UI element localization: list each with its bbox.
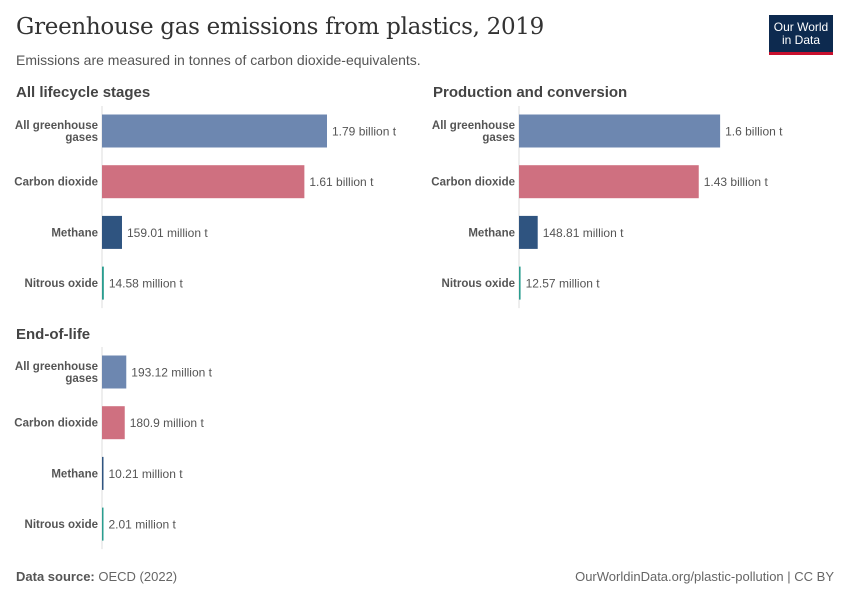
category-label: All greenhouse — [15, 120, 98, 132]
value-label: 2.01 million t — [109, 518, 177, 532]
bar-carbon-dioxide — [102, 406, 125, 440]
category-label: Methane — [51, 468, 98, 480]
value-label: 12.57 million t — [526, 277, 601, 291]
value-label: 148.81 million t — [543, 226, 624, 240]
bar-carbon-dioxide — [519, 165, 699, 199]
value-label: 1.6 billion t — [725, 125, 783, 139]
value-label: 10.21 million t — [109, 467, 184, 481]
value-label: 193.12 million t — [131, 366, 212, 380]
chart-title: Greenhouse gas emissions from plastics, … — [16, 14, 544, 40]
category-label: Carbon dioxide — [431, 177, 515, 189]
panel-title-all: All lifecycle stages — [16, 84, 151, 101]
value-label: 14.58 million t — [109, 277, 184, 291]
panel-title-end-of-life: End-of-life — [16, 326, 91, 343]
bar-methane — [102, 456, 104, 490]
data-source: Data source: OECD (2022) — [16, 569, 177, 584]
logo-line2: in Data — [781, 32, 821, 47]
bar-nitrous-oxide — [519, 266, 521, 300]
logo-line1: Our World — [773, 19, 829, 34]
category-label: gases — [482, 132, 515, 144]
bar-carbon-dioxide — [102, 165, 305, 199]
source-label: Data source: — [16, 569, 95, 584]
bar-all-greenhouse-gases — [102, 355, 127, 389]
bar-all-greenhouse-gases — [102, 114, 327, 148]
panel-title-production: Production and conversion — [433, 84, 628, 101]
category-label: All greenhouse — [432, 120, 515, 132]
value-label: 180.9 million t — [130, 416, 205, 430]
source-value: OECD (2022) — [98, 569, 178, 584]
category-label: Nitrous oxide — [25, 519, 98, 531]
category-label: Nitrous oxide — [25, 278, 98, 290]
value-label: 1.61 billion t — [309, 175, 374, 189]
bar-all-greenhouse-gases — [519, 114, 721, 148]
category-label: Nitrous oxide — [442, 278, 515, 290]
value-label: 1.79 billion t — [332, 125, 397, 139]
bar-methane — [102, 215, 122, 249]
category-label: Carbon dioxide — [14, 177, 98, 189]
chart-subtitle: Emissions are measured in tonnes of carb… — [16, 52, 421, 68]
value-label: 159.01 million t — [127, 226, 208, 240]
category-label: All greenhouse — [15, 361, 98, 373]
category-label: Methane — [468, 227, 515, 239]
category-label: gases — [65, 373, 98, 385]
owid-logo[interactable]: Our World in Data — [769, 15, 833, 55]
bar-nitrous-oxide — [102, 266, 104, 300]
bar-methane — [519, 215, 538, 249]
category-label: gases — [65, 132, 98, 144]
value-label: 1.43 billion t — [704, 175, 769, 189]
category-label: Carbon dioxide — [14, 418, 98, 430]
source-link[interactable]: OurWorldinData.org/plastic-pollution | C… — [575, 569, 834, 584]
category-label: Methane — [51, 227, 98, 239]
bar-nitrous-oxide — [102, 507, 104, 541]
